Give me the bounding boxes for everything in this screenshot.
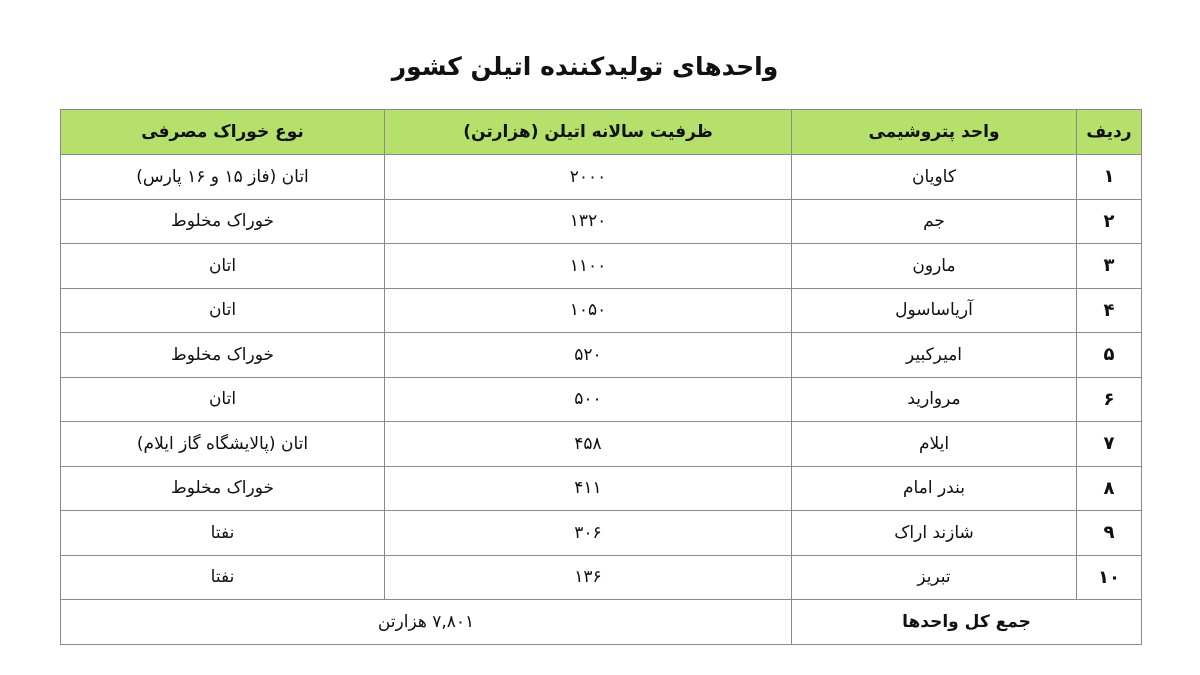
table-row: ۵ امیرکبیر ۵۲۰ خوراک مخلوط <box>60 332 1142 378</box>
feed-type: اتان (فاز ۱۵ و ۱۶ پارس) <box>60 154 385 200</box>
column-header-capacity: ظرفیت سالانه اتیلن (هزارتن) <box>384 109 792 155</box>
unit-name: مروارید <box>791 376 1077 422</box>
capacity-value: ۵۰۰ <box>384 376 792 422</box>
capacity-value: ۱۳۶ <box>384 554 792 600</box>
capacity-value: ۳۰۶ <box>384 510 792 556</box>
column-header-feed: نوع خوراک مصرفی <box>60 109 385 155</box>
unit-name: تبریز <box>791 554 1077 600</box>
total-value: ۷,۸۰۱ هزارتن <box>60 599 792 645</box>
total-row: جمع کل واحدها ۷,۸۰۱ هزارتن <box>60 599 1142 645</box>
row-number: ۱۰ <box>1076 554 1142 600</box>
table-row: ۶ مروارید ۵۰۰ اتان <box>60 376 1142 422</box>
ethylene-units-table: ردیف واحد پتروشیمی ظرفیت سالانه اتیلن (ه… <box>60 109 1142 645</box>
feed-type: نفتا <box>60 510 385 556</box>
unit-name: مارون <box>791 243 1077 289</box>
capacity-value: ۱۰۵۰ <box>384 287 792 333</box>
row-number: ۷ <box>1076 421 1142 467</box>
capacity-value: ۱۱۰۰ <box>384 243 792 289</box>
capacity-value: ۴۱۱ <box>384 465 792 511</box>
row-number: ۵ <box>1076 332 1142 378</box>
table-header-row: ردیف واحد پتروشیمی ظرفیت سالانه اتیلن (ه… <box>60 109 1142 155</box>
feed-type: اتان <box>60 243 385 289</box>
unit-name: کاویان <box>791 154 1077 200</box>
feed-type: خوراک مخلوط <box>60 332 385 378</box>
column-header-unit: واحد پتروشیمی <box>791 109 1077 155</box>
table-row: ۳ مارون ۱۱۰۰ اتان <box>60 243 1142 289</box>
feed-type: اتان <box>60 287 385 333</box>
capacity-value: ۴۵۸ <box>384 421 792 467</box>
table-row: ۸ بندر امام ۴۱۱ خوراک مخلوط <box>60 465 1142 511</box>
feed-type: خوراک مخلوط <box>60 198 385 244</box>
feed-type: نفتا <box>60 554 385 600</box>
table-row: ۲ جم ۱۳۲۰ خوراک مخلوط <box>60 198 1142 244</box>
total-label: جمع کل واحدها <box>791 599 1142 645</box>
row-number: ۳ <box>1076 243 1142 289</box>
row-number: ۴ <box>1076 287 1142 333</box>
column-header-row-number: ردیف <box>1076 109 1142 155</box>
row-number: ۸ <box>1076 465 1142 511</box>
row-number: ۱ <box>1076 154 1142 200</box>
feed-type: خوراک مخلوط <box>60 465 385 511</box>
unit-name: آریاساسول <box>791 287 1077 333</box>
unit-name: جم <box>791 198 1077 244</box>
unit-name: ایلام <box>791 421 1077 467</box>
table-row: ۴ آریاساسول ۱۰۵۰ اتان <box>60 287 1142 333</box>
feed-type: اتان (پالایشگاه گاز ایلام) <box>60 421 385 467</box>
row-number: ۶ <box>1076 376 1142 422</box>
unit-name: بندر امام <box>791 465 1077 511</box>
unit-name: شازند اراک <box>791 510 1077 556</box>
feed-type: اتان <box>60 376 385 422</box>
row-number: ۹ <box>1076 510 1142 556</box>
capacity-value: ۵۲۰ <box>384 332 792 378</box>
table-row: ۷ ایلام ۴۵۸ اتان (پالایشگاه گاز ایلام) <box>60 421 1142 467</box>
capacity-value: ۱۳۲۰ <box>384 198 792 244</box>
row-number: ۲ <box>1076 198 1142 244</box>
table-row: ۱ کاویان ۲۰۰۰ اتان (فاز ۱۵ و ۱۶ پارس) <box>60 154 1142 200</box>
capacity-value: ۲۰۰۰ <box>384 154 792 200</box>
unit-name: امیرکبیر <box>791 332 1077 378</box>
table-row: ۹ شازند اراک ۳۰۶ نفتا <box>60 510 1142 556</box>
table-row: ۱۰ تبریز ۱۳۶ نفتا <box>60 554 1142 600</box>
page-title: واحدهای تولیدکننده اتیلن کشور <box>391 52 779 81</box>
